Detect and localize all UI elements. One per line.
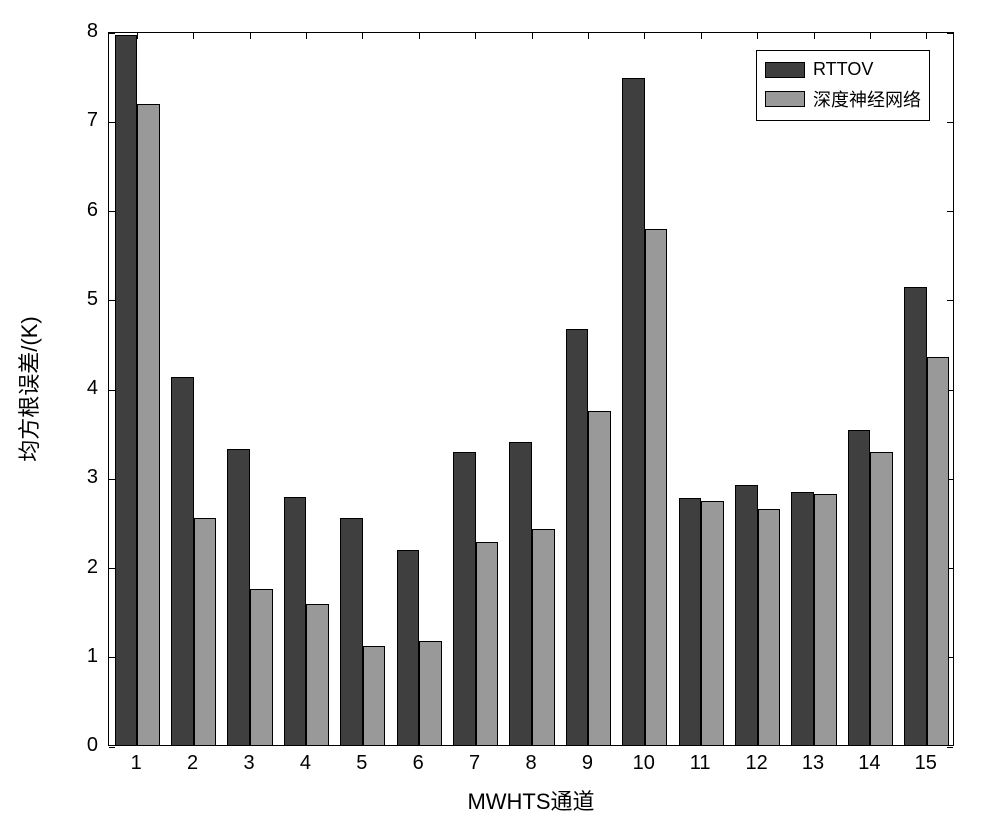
legend-swatch: [765, 62, 805, 78]
y-tick-label: 4: [58, 377, 98, 400]
bar: [137, 104, 160, 745]
bar: [848, 430, 871, 745]
x-tick-label: 7: [455, 752, 495, 775]
bar: [115, 35, 138, 745]
bar: [701, 501, 724, 745]
y-tick-label: 6: [58, 199, 98, 222]
bar: [476, 542, 499, 745]
bar: [306, 604, 329, 745]
y-tick-label: 8: [58, 20, 98, 43]
bar: [927, 357, 950, 745]
bar: [340, 518, 363, 745]
bar: [363, 646, 386, 745]
x-tick-label: 3: [229, 752, 269, 775]
x-tick-label: 4: [285, 752, 325, 775]
bar: [814, 494, 837, 745]
x-tick-label: 6: [398, 752, 438, 775]
y-tick: [947, 211, 953, 212]
x-tick: [926, 33, 927, 39]
x-tick-label: 15: [906, 752, 946, 775]
y-tick-label: 0: [58, 734, 98, 757]
y-tick-label: 1: [58, 645, 98, 668]
y-tick: [109, 33, 115, 34]
x-tick: [306, 33, 307, 39]
bar: [284, 497, 307, 745]
bar: [509, 442, 532, 745]
bar: [904, 287, 927, 745]
bar: [532, 529, 555, 745]
x-tick-label: 11: [680, 752, 720, 775]
x-axis-label: MWHTS通道: [467, 784, 594, 816]
x-tick: [870, 33, 871, 39]
bar: [645, 229, 668, 745]
x-tick-label: 13: [793, 752, 833, 775]
y-tick-label: 3: [58, 466, 98, 489]
y-tick: [947, 747, 953, 748]
x-tick: [475, 33, 476, 39]
bar: [870, 452, 893, 745]
plot-area: [108, 32, 954, 746]
legend-row: 深度神经网络: [765, 86, 921, 112]
bar: [453, 452, 476, 745]
x-tick: [644, 33, 645, 39]
x-tick-label: 5: [342, 752, 382, 775]
legend-row: RTTOV: [765, 59, 921, 80]
x-tick-label: 10: [624, 752, 664, 775]
legend-label: 深度神经网络: [813, 86, 921, 112]
x-tick-label: 8: [511, 752, 551, 775]
rmse-bar-chart: 均方根误差/(K) MWHTS通道 RTTOV深度神经网络 0123456781…: [0, 0, 1000, 839]
y-tick-label: 5: [58, 288, 98, 311]
bar: [250, 589, 273, 745]
x-tick: [701, 33, 702, 39]
bar: [194, 518, 217, 745]
x-tick-label: 14: [849, 752, 889, 775]
x-tick: [250, 33, 251, 39]
y-tick: [109, 747, 115, 748]
bar: [566, 329, 589, 745]
y-axis-label: 均方根误差/(K): [12, 316, 44, 461]
x-tick-label: 1: [116, 752, 156, 775]
bar: [227, 449, 250, 745]
y-tick-label: 2: [58, 556, 98, 579]
bar: [735, 485, 758, 745]
x-tick-label: 2: [173, 752, 213, 775]
x-tick: [814, 33, 815, 39]
x-tick: [757, 33, 758, 39]
legend-swatch: [765, 91, 805, 107]
y-tick: [947, 300, 953, 301]
bar: [171, 377, 194, 745]
x-tick: [588, 33, 589, 39]
bar: [419, 641, 442, 745]
bar: [791, 492, 814, 745]
bar: [588, 411, 611, 745]
y-tick-label: 7: [58, 109, 98, 132]
x-tick-label: 9: [567, 752, 607, 775]
y-tick: [947, 33, 953, 34]
x-tick: [193, 33, 194, 39]
bar: [622, 78, 645, 745]
legend: RTTOV 深度神经网络: [756, 50, 930, 121]
bar: [758, 509, 781, 745]
bar: [679, 498, 702, 745]
x-tick: [419, 33, 420, 39]
legend-label: RTTOV: [813, 59, 873, 80]
x-tick-label: 12: [737, 752, 777, 775]
x-tick: [362, 33, 363, 39]
x-tick: [532, 33, 533, 39]
y-tick: [947, 122, 953, 123]
bar: [397, 550, 420, 745]
